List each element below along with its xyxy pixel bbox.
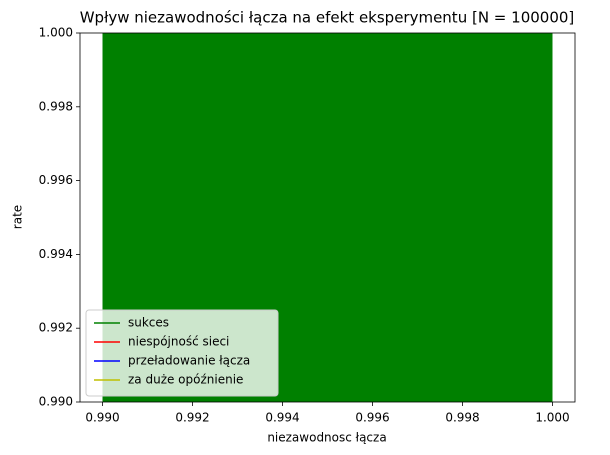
plot-frame	[79, 32, 576, 403]
x-tick-label: 0.994	[265, 411, 299, 425]
legend-label: za duże opóźnienie	[128, 373, 243, 387]
chart-title: Wpływ niezawodności łącza na efekt ekspe…	[80, 9, 575, 27]
y-tick-label: 0.990	[39, 395, 73, 409]
legend: sukces niespójność sieci przeładowanie łąc…	[85, 309, 279, 397]
legend-box	[85, 309, 279, 397]
x-axis-label: niezawodnosc łącza	[267, 431, 386, 445]
legend-label: przeładowanie łącza	[128, 354, 250, 368]
x-tick-label: 0.996	[355, 411, 389, 425]
y-tick-label: 0.994	[39, 247, 73, 261]
x-tick-label: 1.000	[535, 411, 569, 425]
legend-label: niespójność sieci	[128, 335, 229, 349]
x-tick-label: 0.990	[85, 411, 119, 425]
legend-label: sukces	[128, 316, 169, 330]
axes: 0.990 0.992 0.994 0.996 0.998 1.000 0.990 0.992…	[39, 26, 576, 425]
y-tick-label: 0.992	[39, 321, 73, 335]
y-tick-label: 1.000	[39, 26, 73, 40]
y-tick-label: 0.998	[39, 99, 73, 113]
x-tick-label: 0.992	[175, 411, 209, 425]
y-axis-label: rate	[11, 205, 25, 229]
x-tick-label: 0.998	[445, 411, 479, 425]
y-tick-label: 0.996	[39, 173, 73, 187]
